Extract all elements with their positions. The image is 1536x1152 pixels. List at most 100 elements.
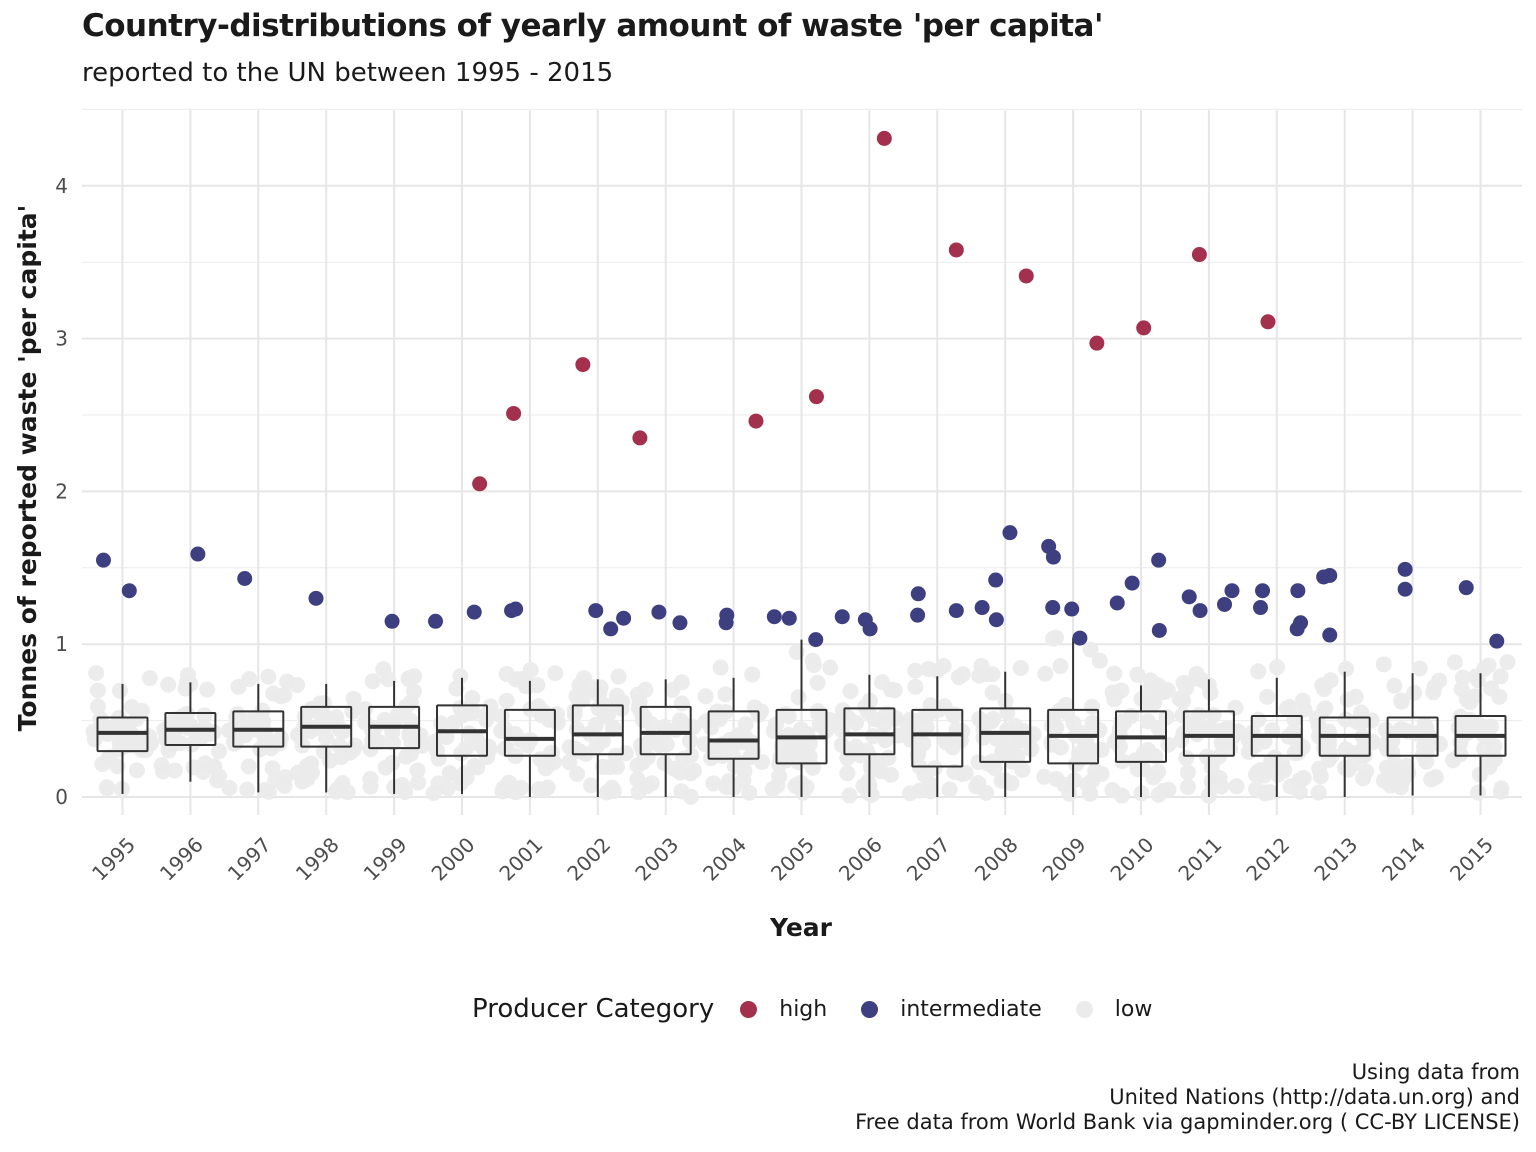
low-point: [1075, 725, 1092, 742]
low-point: [1012, 660, 1029, 677]
low-point: [211, 743, 228, 760]
y-axis-title: Tonnes of reported waste 'per capita': [13, 205, 42, 732]
low-point: [439, 780, 456, 797]
low-point: [464, 703, 481, 720]
low-point: [1431, 736, 1448, 753]
low-point: [671, 712, 688, 729]
low-point: [658, 736, 675, 753]
point-intermediate: [1217, 596, 1233, 612]
low-point: [547, 665, 564, 682]
caption-line: United Nations (http://data.un.org) and: [1109, 1085, 1520, 1109]
low-point: [133, 702, 150, 719]
low-point: [1129, 761, 1146, 778]
point-intermediate: [1322, 567, 1338, 583]
low-point: [771, 768, 788, 785]
x-tick-label: 2006: [834, 833, 887, 886]
low-point: [498, 692, 515, 709]
low-point: [1308, 709, 1325, 726]
low-point: [970, 754, 987, 771]
point-intermediate: [1322, 627, 1338, 643]
point-intermediate: [718, 615, 734, 631]
low-point: [257, 728, 274, 745]
low-point: [1048, 771, 1065, 788]
point-intermediate: [1072, 630, 1088, 646]
low-point: [113, 731, 130, 748]
point-high: [948, 242, 964, 258]
legend-item-high: high: [740, 997, 827, 1022]
low-point: [227, 734, 244, 751]
low-point: [260, 668, 277, 685]
point-high: [632, 430, 648, 446]
low-point: [874, 674, 891, 691]
low-point: [1043, 717, 1060, 734]
low-point: [1492, 668, 1509, 685]
point-intermediate: [428, 613, 444, 629]
point-intermediate: [1255, 583, 1271, 599]
x-tick-label: 1998: [291, 833, 344, 886]
boxplot-2010: [1115, 685, 1167, 797]
low-point: [571, 677, 588, 694]
low-point: [1021, 733, 1038, 750]
low-point: [907, 712, 924, 729]
low-point: [1259, 688, 1276, 705]
low-point: [1427, 769, 1444, 786]
low-point: [1290, 744, 1307, 761]
low-point: [1345, 756, 1362, 773]
low-point: [1406, 684, 1423, 701]
x-tick-label: 2015: [1445, 833, 1498, 886]
low-point: [1061, 785, 1078, 802]
x-tick-label: 2000: [427, 833, 480, 886]
low-point: [272, 729, 289, 746]
low-point: [1227, 699, 1244, 716]
low-point: [921, 705, 938, 722]
point-intermediate: [1124, 575, 1140, 591]
point-intermediate: [1192, 603, 1208, 619]
low-point: [1316, 730, 1333, 747]
point-intermediate: [603, 621, 619, 637]
low-point: [609, 687, 626, 704]
point-high: [575, 357, 591, 373]
low-point: [717, 686, 734, 703]
low-point: [945, 707, 962, 724]
box: [979, 707, 1032, 763]
point-intermediate: [862, 621, 878, 637]
x-tick-label: 2011: [1173, 833, 1226, 886]
box: [503, 708, 556, 757]
low-point: [571, 743, 588, 760]
boxplot-1996: [164, 682, 217, 782]
low-point: [1286, 711, 1303, 728]
low-point: [712, 659, 729, 676]
low-point: [1377, 721, 1394, 738]
low-point: [1337, 711, 1354, 728]
point-intermediate: [1045, 549, 1061, 565]
low-point: [317, 729, 334, 746]
boxplot-1995: [96, 683, 149, 794]
point-intermediate: [974, 600, 990, 616]
low-point: [89, 682, 106, 699]
low-point: [303, 701, 320, 718]
y-tick-label: 2: [55, 479, 68, 503]
low-point: [1037, 665, 1054, 682]
low-point: [1160, 736, 1177, 753]
point-intermediate: [1489, 633, 1505, 649]
low-point: [384, 754, 401, 771]
legend-label: low: [1114, 996, 1153, 1022]
x-tick-label: 1996: [155, 833, 208, 886]
low-point: [357, 701, 374, 718]
low-point: [858, 742, 875, 759]
point-intermediate: [1002, 525, 1018, 541]
low-point: [882, 766, 899, 783]
point-intermediate: [1224, 583, 1240, 599]
low-point: [1398, 757, 1415, 774]
point-intermediate: [1181, 589, 1197, 605]
y-tick-label: 3: [55, 327, 68, 351]
low-point: [920, 660, 937, 677]
low-point: [1250, 711, 1267, 728]
low-point: [741, 784, 758, 801]
low-point: [380, 715, 397, 732]
x-tick-label: 2007: [902, 833, 955, 886]
point-intermediate: [1253, 600, 1269, 616]
low-point: [902, 785, 919, 802]
point-intermediate: [1151, 622, 1167, 638]
boxplot-2011: [1182, 679, 1235, 797]
